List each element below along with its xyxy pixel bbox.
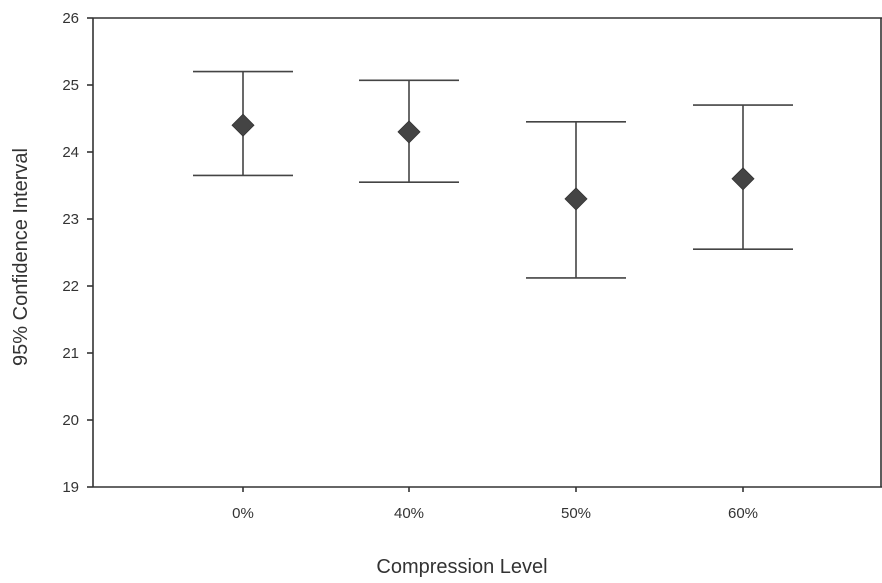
- y-tick-label: 22: [62, 278, 79, 295]
- x-axis-title: Compression Level: [376, 556, 547, 578]
- x-tick-label: 60%: [728, 505, 758, 522]
- mean-point-diamond: [397, 120, 421, 144]
- y-tick-label: 24: [62, 144, 79, 161]
- x-axis-ticks: 0% 40% 50% 60%: [232, 487, 758, 522]
- y-tick-label: 20: [62, 412, 79, 429]
- y-tick-label: 26: [62, 10, 79, 27]
- x-tick-label: 40%: [394, 505, 424, 522]
- y-axis-ticks: 19 20 21 22 23 24 25 26: [62, 10, 93, 496]
- y-tick-label: 19: [62, 479, 79, 496]
- y-axis-title: 95% Confidence Interval: [10, 148, 32, 366]
- error-bar-series: [193, 70, 793, 279]
- x-tick-label: 0%: [232, 505, 254, 522]
- y-tick-label: 21: [62, 345, 79, 362]
- mean-point-diamond: [564, 187, 588, 211]
- mean-point-diamond: [231, 113, 255, 137]
- x-tick-label: 50%: [561, 505, 591, 522]
- y-tick-label: 25: [62, 77, 79, 94]
- y-tick-label: 23: [62, 211, 79, 228]
- mean-point-diamond: [731, 167, 755, 191]
